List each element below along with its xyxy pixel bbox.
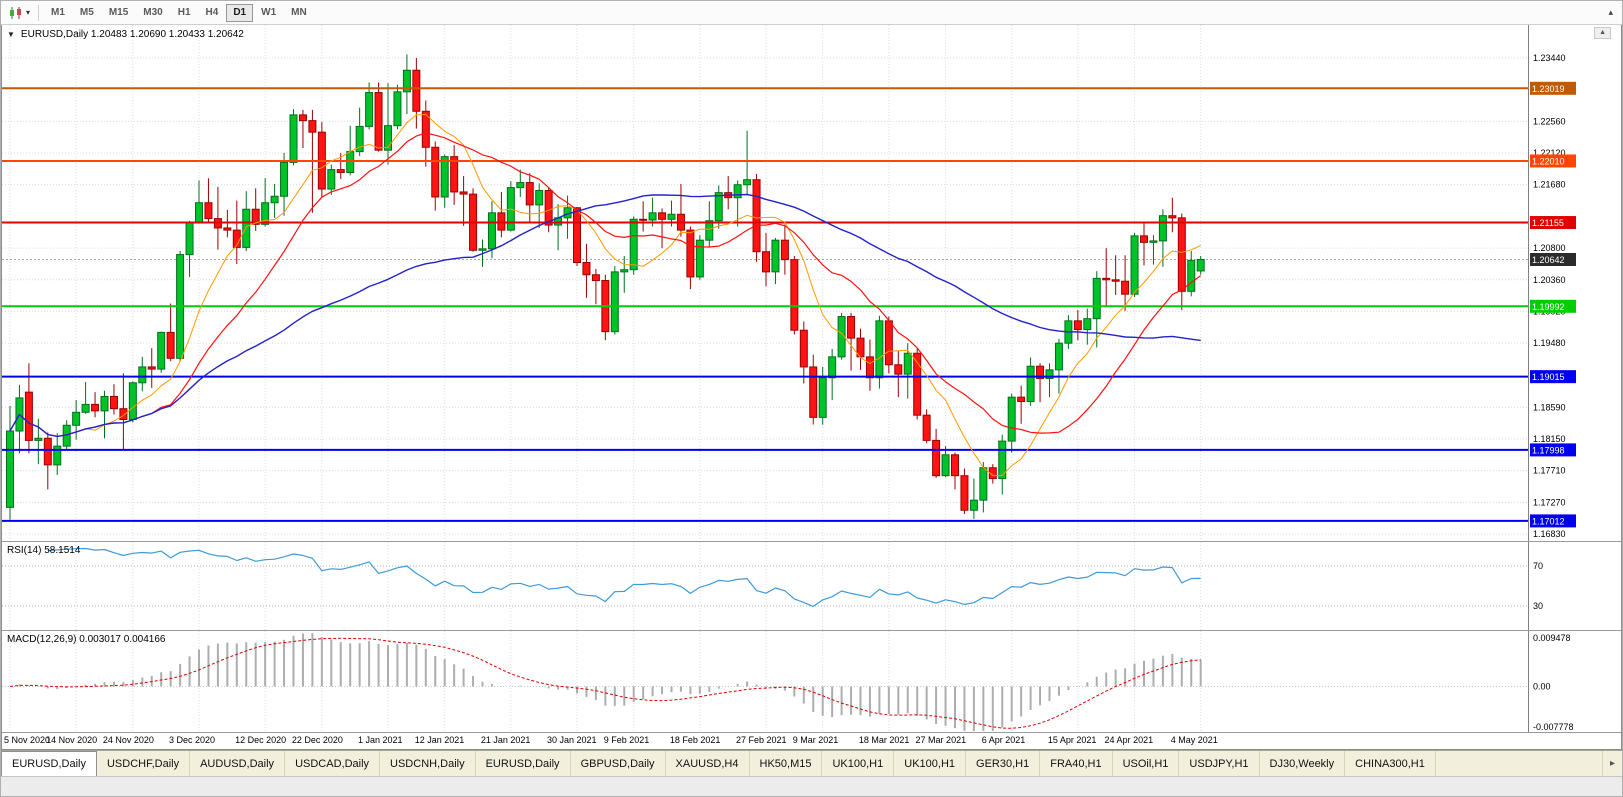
date-label: 18 Feb 2021 bbox=[669, 735, 721, 745]
svg-text:1.20360: 1.20360 bbox=[1533, 275, 1566, 285]
price-pane[interactable]: ▼ EURUSD,Daily 1.20483 1.20690 1.20433 1… bbox=[2, 25, 1621, 541]
chart-tabs-bar: EURUSD,Daily USDCHF,Daily AUDUSD,Daily USDC… bbox=[1, 750, 1622, 776]
svg-text:1.20642: 1.20642 bbox=[1532, 255, 1565, 265]
date-axis[interactable]: 5 Nov 2020 14 Nov 2020 24 Nov 2020 3 Dec 20… bbox=[2, 732, 1621, 749]
date-label: 15 Apr 2021 bbox=[1047, 735, 1097, 745]
svg-text:1.23019: 1.23019 bbox=[1532, 84, 1565, 94]
chart-tab-china300-h1[interactable]: CHINA300,H1 bbox=[1345, 751, 1436, 776]
date-label: 27 Feb 2021 bbox=[736, 735, 787, 745]
svg-text:1.17710: 1.17710 bbox=[1533, 466, 1566, 476]
timeframe-h4-button[interactable]: H4 bbox=[205, 6, 219, 18]
chart-tab-usdcnh-daily[interactable]: USDCNH,Daily bbox=[380, 751, 476, 776]
date-label: 6 Apr 2021 bbox=[981, 735, 1026, 745]
chart-tab-usoil-h1[interactable]: USOil,H1 bbox=[1113, 751, 1180, 776]
svg-text:30: 30 bbox=[1533, 601, 1543, 611]
chart-tab-uk100-h1[interactable]: UK100,H1 bbox=[822, 751, 895, 776]
date-label: 4 May 2021 bbox=[1170, 735, 1218, 745]
svg-text:-0.007778: -0.007778 bbox=[1533, 722, 1574, 732]
svg-text:1.16830: 1.16830 bbox=[1533, 529, 1566, 539]
svg-text:1.19015: 1.19015 bbox=[1532, 372, 1565, 382]
one-click-trading-arrow[interactable]: ▼ bbox=[7, 30, 15, 39]
chart-window: ▼ EURUSD,Daily 1.20483 1.20690 1.20433 1… bbox=[1, 25, 1622, 750]
macd-pane[interactable]: MACD(12,26,9) 0.003017 0.004166 0.009478… bbox=[2, 630, 1621, 732]
chart-tab-hk50-m15[interactable]: HK50,M15 bbox=[750, 751, 823, 776]
svg-text:1.23440: 1.23440 bbox=[1533, 53, 1566, 63]
price-chart-svg: 1.23440 1.22560 1.22120 1.21680 1.20800 1.203… bbox=[2, 25, 1576, 541]
date-label: 27 Mar 2021 bbox=[915, 735, 967, 745]
date-label: 12 Dec 2020 bbox=[235, 735, 287, 745]
chart-title-row: ▼ EURUSD,Daily 1.20483 1.20690 1.20433 1… bbox=[7, 29, 244, 40]
svg-text:1.22010: 1.22010 bbox=[1532, 156, 1565, 166]
rsi-chart-svg: 70 30 bbox=[2, 542, 1543, 630]
chart-corner-button[interactable]: ▲ bbox=[1594, 27, 1611, 40]
date-label: 18 Mar 2021 bbox=[858, 735, 910, 745]
chart-tab-usdcad-daily[interactable]: USDCAD,Daily bbox=[285, 751, 381, 776]
toolbar-overflow-button[interactable]: ▴ bbox=[1608, 7, 1613, 17]
timeframe-h1-button[interactable]: H1 bbox=[177, 6, 191, 18]
date-label: 30 Jan 2021 bbox=[547, 735, 597, 745]
svg-text:1.17012: 1.17012 bbox=[1532, 516, 1565, 526]
date-label: 14 Nov 2020 bbox=[46, 735, 98, 745]
svg-text:0.009478: 0.009478 bbox=[1533, 633, 1571, 643]
chart-tab-eurusd-daily[interactable]: EURUSD,Daily bbox=[1, 751, 97, 776]
chart-tab-usdchf-daily[interactable]: USDCHF,Daily bbox=[97, 751, 191, 776]
timeframe-m5-button[interactable]: M5 bbox=[79, 6, 94, 18]
chart-tab-fra40-h1[interactable]: FRA40,H1 bbox=[1040, 751, 1113, 776]
svg-text:1.19992: 1.19992 bbox=[1532, 302, 1565, 312]
svg-text:1.18150: 1.18150 bbox=[1533, 434, 1566, 444]
rsi-pane[interactable]: RSI(14) 58.1514 70 30 bbox=[2, 541, 1621, 630]
chart-tab-dj30-weekly[interactable]: DJ30,Weekly bbox=[1260, 751, 1346, 776]
chart-tab-gbpusd-daily[interactable]: GBPUSD,Daily bbox=[571, 751, 666, 776]
chevron-down-icon: ▾ bbox=[26, 7, 31, 17]
toolbar-separator bbox=[38, 4, 40, 21]
timeframe-m15-button[interactable]: M15 bbox=[108, 6, 129, 18]
rsi-label: RSI(14) 58.1514 bbox=[7, 545, 81, 556]
date-label: 1 Jan 2021 bbox=[358, 735, 403, 745]
toolbar: ▾ M1 M5 M15 M30 H1 H4 D1 W1 MN ▴ bbox=[1, 1, 1622, 25]
tab-scroll-right-button[interactable]: ▸ bbox=[1602, 751, 1622, 776]
svg-text:1.17270: 1.17270 bbox=[1533, 497, 1566, 507]
svg-text:1.21680: 1.21680 bbox=[1533, 180, 1566, 190]
timeframe-d1-button[interactable]: D1 bbox=[226, 3, 254, 22]
svg-text:1.22560: 1.22560 bbox=[1533, 116, 1566, 126]
date-label: 9 Mar 2021 bbox=[792, 735, 839, 745]
svg-text:1.22120: 1.22120 bbox=[1533, 148, 1566, 158]
timeframe-mn-button[interactable]: MN bbox=[291, 6, 307, 18]
chart-tab-xauusd-h4[interactable]: XAUUSD,H4 bbox=[666, 751, 750, 776]
svg-text:0.00: 0.00 bbox=[1533, 681, 1551, 691]
macd-label: MACD(12,26,9) 0.003017 0.004166 bbox=[7, 634, 166, 645]
date-label: 5 Nov 2020 bbox=[4, 735, 51, 745]
candlestick-chart-icon bbox=[10, 6, 21, 19]
chart-title: EURUSD,Daily 1.20483 1.20690 1.20433 1.2… bbox=[20, 29, 244, 40]
date-label: 22 Dec 2020 bbox=[291, 735, 343, 745]
date-label: 3 Dec 2020 bbox=[169, 735, 216, 745]
timeframe-group: M1 M5 M15 M30 H1 H4 D1 W1 MN bbox=[44, 3, 314, 22]
timeframe-m1-button[interactable]: M1 bbox=[51, 6, 65, 18]
date-label: 24 Nov 2020 bbox=[102, 735, 154, 745]
timeframe-w1-button[interactable]: W1 bbox=[261, 6, 277, 18]
svg-text:1.19480: 1.19480 bbox=[1533, 338, 1566, 348]
chart-tab-eurusd-daily[interactable]: EURUSD,Daily bbox=[476, 751, 571, 776]
date-label: 24 Apr 2021 bbox=[1104, 735, 1154, 745]
svg-text:1.21155: 1.21155 bbox=[1532, 218, 1564, 228]
macd-chart-svg: 0.009478 0.00 -0.007778 bbox=[2, 631, 1574, 732]
svg-text:1.20800: 1.20800 bbox=[1533, 243, 1566, 253]
toolbar-right: ▴ bbox=[1603, 6, 1618, 19]
date-label: 9 Feb 2021 bbox=[603, 735, 650, 745]
chart-tab-usdjpy-h1[interactable]: USDJPY,H1 bbox=[1179, 751, 1260, 776]
svg-text:70: 70 bbox=[1533, 561, 1543, 571]
date-label: 21 Jan 2021 bbox=[480, 735, 531, 745]
timeframe-m30-button[interactable]: M30 bbox=[143, 6, 163, 18]
chart-tabs: EURUSD,Daily USDCHF,Daily AUDUSD,Daily USDC… bbox=[1, 751, 1602, 776]
svg-text:1.18590: 1.18590 bbox=[1533, 402, 1566, 412]
status-strip bbox=[1, 776, 1622, 796]
chart-periods-dropdown[interactable]: ▾ bbox=[5, 4, 33, 22]
chart-tab-ger30-h1[interactable]: GER30,H1 bbox=[966, 751, 1041, 776]
svg-text:1.17998: 1.17998 bbox=[1532, 445, 1565, 455]
chart-tab-uk100-h1[interactable]: UK100,H1 bbox=[894, 751, 967, 776]
date-label: 12 Jan 2021 bbox=[414, 735, 465, 745]
chart-tab-audusd-daily[interactable]: AUDUSD,Daily bbox=[190, 751, 286, 776]
